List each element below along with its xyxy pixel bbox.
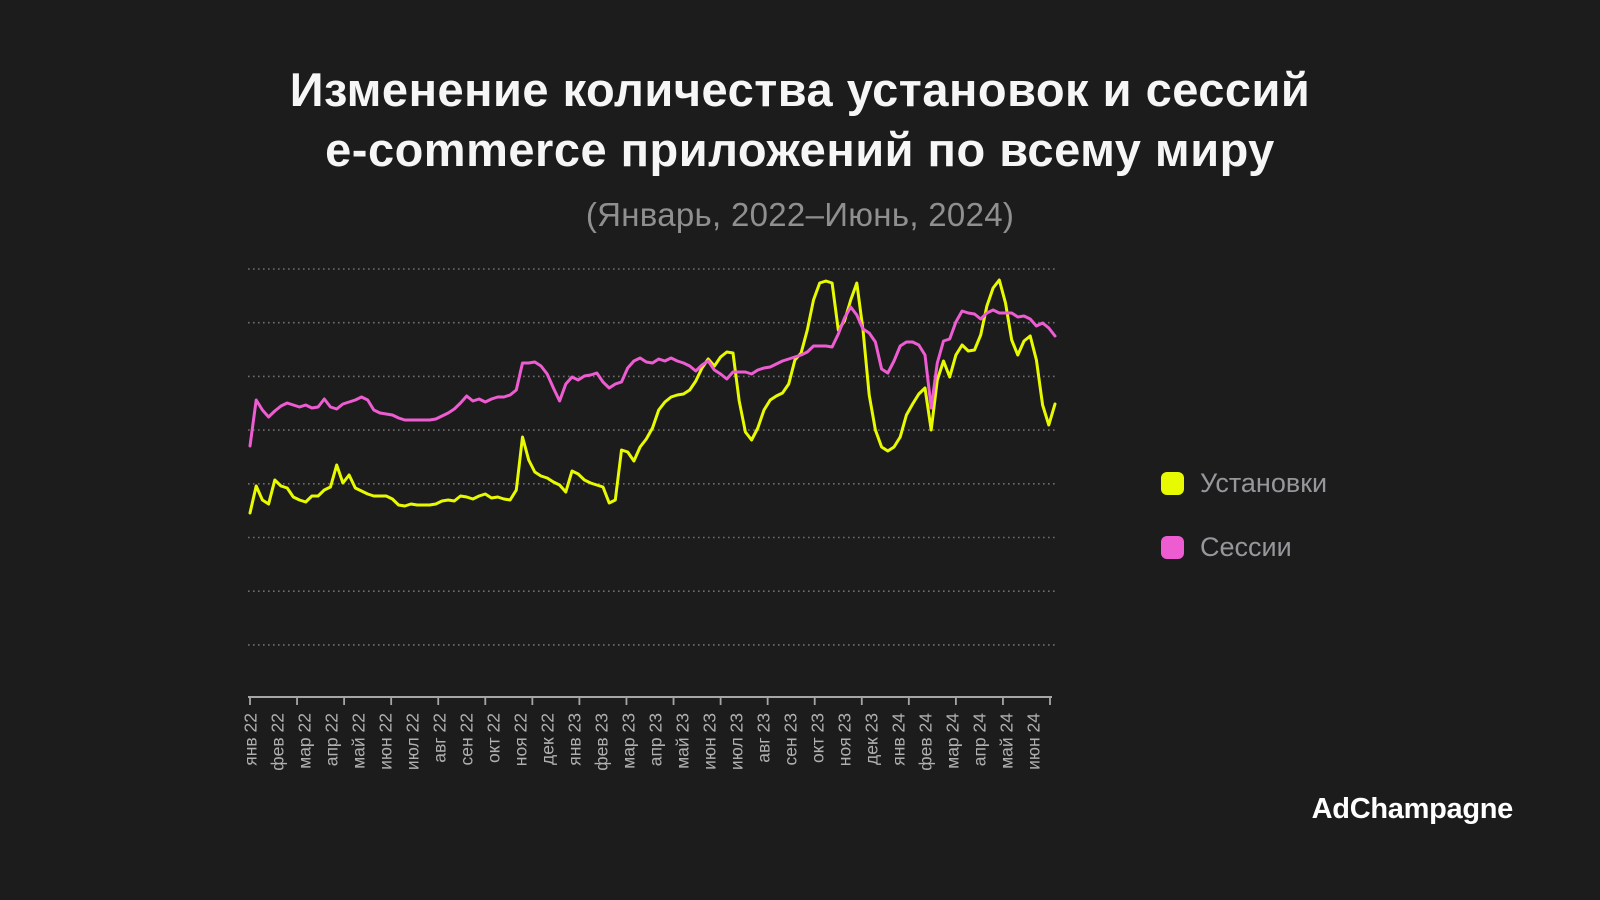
x-axis-label: янв 22: [241, 713, 261, 766]
x-axis-label: июн 22: [376, 713, 396, 770]
x-axis-label: апр 24: [970, 713, 990, 767]
chart-title-line2: e-commerce приложений по всему миру: [325, 123, 1275, 176]
x-axis-label: окт 23: [808, 713, 828, 763]
x-axis-label: мар 22: [295, 713, 315, 769]
x-axis-label: мар 23: [619, 713, 639, 769]
sessions-swatch-icon: [1161, 536, 1184, 559]
x-axis-label: ноя 23: [835, 713, 855, 766]
adchampagne-logo: AdChampagne: [1311, 793, 1514, 825]
legend-label-installs: Установки: [1200, 468, 1328, 498]
x-axis-label: июн 23: [700, 713, 720, 770]
x-axis-label: дек 23: [862, 713, 882, 765]
x-axis-label: фев 22: [268, 713, 288, 771]
x-axis-label: янв 23: [565, 713, 585, 766]
series-line-Сессии: [248, 305, 1057, 448]
x-axis-label: авг 22: [430, 713, 450, 763]
x-axis-label: апр 22: [322, 713, 342, 766]
x-axis-label: ноя 22: [511, 713, 531, 766]
chart-header: Изменение количества установок и сессий …: [0, 60, 1600, 234]
chart-title-line1: Изменение количества установок и сессий: [289, 63, 1311, 116]
x-axis-label: окт 22: [484, 713, 504, 763]
legend-label-sessions: Сессии: [1200, 532, 1292, 562]
x-axis-label: фев 23: [592, 713, 612, 771]
chart-legend: Установки Сессии: [1161, 470, 1327, 561]
chart-subtitle: (Январь, 2022–Июнь, 2024): [585, 196, 1015, 233]
x-axis-label: июл 22: [403, 713, 423, 770]
x-axis-label: мар 24: [943, 713, 963, 769]
x-axis-label: сен 23: [781, 713, 801, 765]
x-axis-label: авг 23: [754, 713, 774, 763]
installs-swatch-icon: [1161, 472, 1184, 495]
x-axis-label: дек 22: [538, 713, 558, 765]
x-axis-label: фев 24: [916, 713, 936, 771]
legend-item-installs: Установки: [1161, 470, 1327, 497]
x-axis-label: июл 23: [727, 713, 747, 770]
x-axis-label: июн 24: [1024, 713, 1044, 770]
x-axis-label: сен 22: [457, 713, 477, 765]
x-axis-label: апр 23: [646, 713, 666, 766]
x-axis-label: май 23: [673, 713, 693, 769]
x-axis-label: янв 24: [889, 713, 909, 766]
x-axis-label: май 24: [997, 713, 1017, 769]
legend-item-sessions: Сессии: [1161, 534, 1327, 561]
series-line-Установки: [248, 278, 1057, 515]
x-axis-label: май 22: [349, 713, 369, 769]
